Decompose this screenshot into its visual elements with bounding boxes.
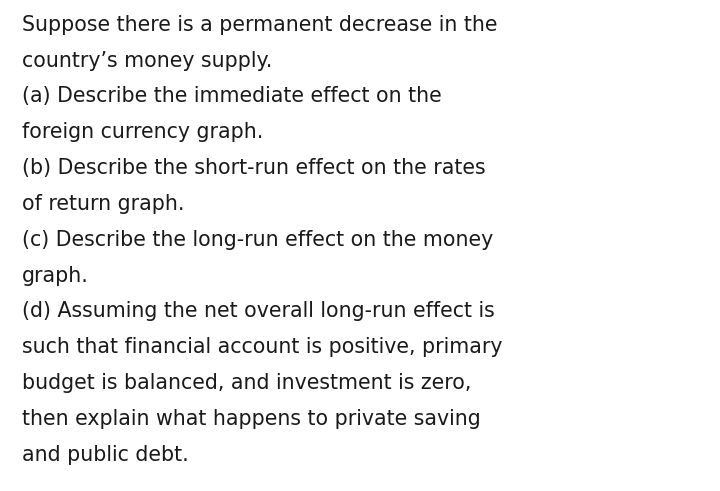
Text: then explain what happens to private saving: then explain what happens to private sav… bbox=[22, 409, 480, 429]
Text: and public debt.: and public debt. bbox=[22, 445, 189, 465]
Text: (c) Describe the long-run effect on the money: (c) Describe the long-run effect on the … bbox=[22, 230, 493, 250]
Text: graph.: graph. bbox=[22, 266, 89, 286]
Text: (b) Describe the short-run effect on the rates: (b) Describe the short-run effect on the… bbox=[22, 158, 485, 178]
Text: country’s money supply.: country’s money supply. bbox=[22, 51, 272, 71]
Text: such that financial account is positive, primary: such that financial account is positive,… bbox=[22, 337, 502, 357]
Text: (a) Describe the immediate effect on the: (a) Describe the immediate effect on the bbox=[22, 86, 441, 107]
Text: Suppose there is a permanent decrease in the: Suppose there is a permanent decrease in… bbox=[22, 15, 497, 35]
Text: foreign currency graph.: foreign currency graph. bbox=[22, 122, 263, 142]
Text: (d) Assuming the net overall long-run effect is: (d) Assuming the net overall long-run ef… bbox=[22, 301, 495, 322]
Text: of return graph.: of return graph. bbox=[22, 194, 184, 214]
Text: budget is balanced, and investment is zero,: budget is balanced, and investment is ze… bbox=[22, 373, 471, 393]
